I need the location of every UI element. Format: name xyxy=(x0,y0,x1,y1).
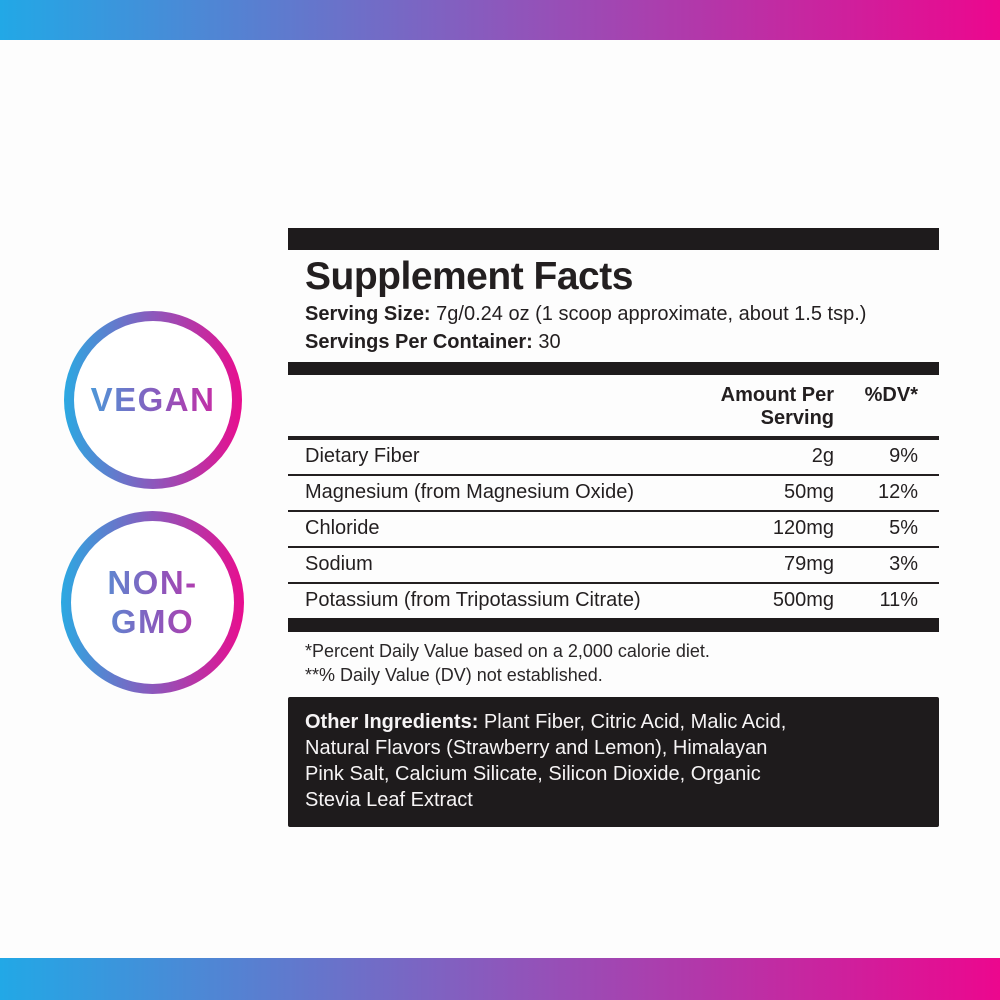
other-ingredients-line-4: Stevia Leaf Extract xyxy=(305,789,473,811)
other-ingredients-line-2: Natural Flavors (Strawberry and Lemon), … xyxy=(305,737,768,759)
nutrient-name: Dietary Fiber xyxy=(305,445,420,467)
non-gmo-badge-inner: NON- GMO xyxy=(71,521,234,684)
nutrient-dv: 5% xyxy=(889,517,918,539)
nutrient-dv: 9% xyxy=(889,445,918,467)
servings-label: Servings Per Container: xyxy=(305,331,533,353)
footnote-dv-not-established: **% Daily Value (DV) not established. xyxy=(305,665,603,685)
servings-per-container-line: Servings Per Container: 30 xyxy=(288,328,939,356)
table-row: Magnesium (from Magnesium Oxide) 50mg 12… xyxy=(288,476,939,512)
nutrient-amount: 120mg xyxy=(772,517,834,539)
other-ingredients-label: Other Ingredients: xyxy=(305,711,479,733)
table-top-bar xyxy=(288,362,939,375)
panel-title: Supplement Facts xyxy=(305,255,633,298)
vegan-badge-inner: VEGAN xyxy=(74,321,232,479)
serving-size-label: Serving Size: xyxy=(305,303,431,325)
bottom-gradient-bar xyxy=(0,958,1000,1000)
nutrient-amount: 500mg xyxy=(772,589,834,611)
nutrient-name: Chloride xyxy=(305,517,380,539)
top-gradient-bar xyxy=(0,0,1000,40)
footnotes: *Percent Daily Value based on a 2,000 ca… xyxy=(288,632,939,687)
header-dv-col: %DV* xyxy=(864,384,918,406)
supplement-facts-panel: Supplement Facts Serving Size: 7g/0.24 o… xyxy=(288,228,939,827)
nutrient-table-body: Dietary Fiber 2g 9% Magnesium (from Magn… xyxy=(288,440,939,618)
panel-top-bar xyxy=(288,228,939,250)
table-row: Dietary Fiber 2g 9% xyxy=(288,440,939,476)
nutrient-name: Potassium (from Tripotassium Citrate) xyxy=(305,589,641,611)
non-gmo-line-2: GMO xyxy=(110,602,195,640)
vegan-badge: VEGAN xyxy=(64,311,242,489)
non-gmo-line-1: NON- xyxy=(107,563,198,601)
non-gmo-badge-label: NON- GMO xyxy=(71,564,234,642)
other-ingredients-line-1: Plant Fiber, Citric Acid, Malic Acid, xyxy=(483,711,787,733)
table-header-row: Amount Per Serving %DV* xyxy=(288,375,939,440)
nutrient-amount: 2g xyxy=(811,445,834,467)
table-row: Sodium 79mg 3% xyxy=(288,548,939,584)
nutrient-amount: 50mg xyxy=(783,481,834,503)
nutrient-amount: 79mg xyxy=(783,553,834,575)
other-ingredients-box: Other Ingredients: Plant Fiber, Citric A… xyxy=(288,697,939,827)
nutrient-dv: 11% xyxy=(879,589,918,611)
serving-size-line: Serving Size: 7g/0.24 oz (1 scoop approx… xyxy=(288,300,939,328)
vegan-badge-label: VEGAN xyxy=(74,381,232,420)
nutrient-dv: 12% xyxy=(877,481,918,503)
nutrient-name: Sodium xyxy=(305,553,373,575)
serving-size-value: 7g/0.24 oz (1 scoop approximate, about 1… xyxy=(436,303,867,325)
table-row: Chloride 120mg 5% xyxy=(288,512,939,548)
nutrient-name: Magnesium (from Magnesium Oxide) xyxy=(305,481,634,503)
non-gmo-badge: NON- GMO xyxy=(61,511,244,694)
nutrient-dv: 3% xyxy=(889,553,918,575)
table-row: Potassium (from Tripotassium Citrate) 50… xyxy=(288,584,939,618)
header-amount-col: Amount Per Serving xyxy=(720,384,834,429)
footnote-daily-value: *Percent Daily Value based on a 2,000 ca… xyxy=(305,641,710,661)
servings-value: 30 xyxy=(538,331,561,353)
table-end-bar xyxy=(288,618,939,632)
other-ingredients-line-3: Pink Salt, Calcium Silicate, Silicon Dio… xyxy=(305,763,761,785)
